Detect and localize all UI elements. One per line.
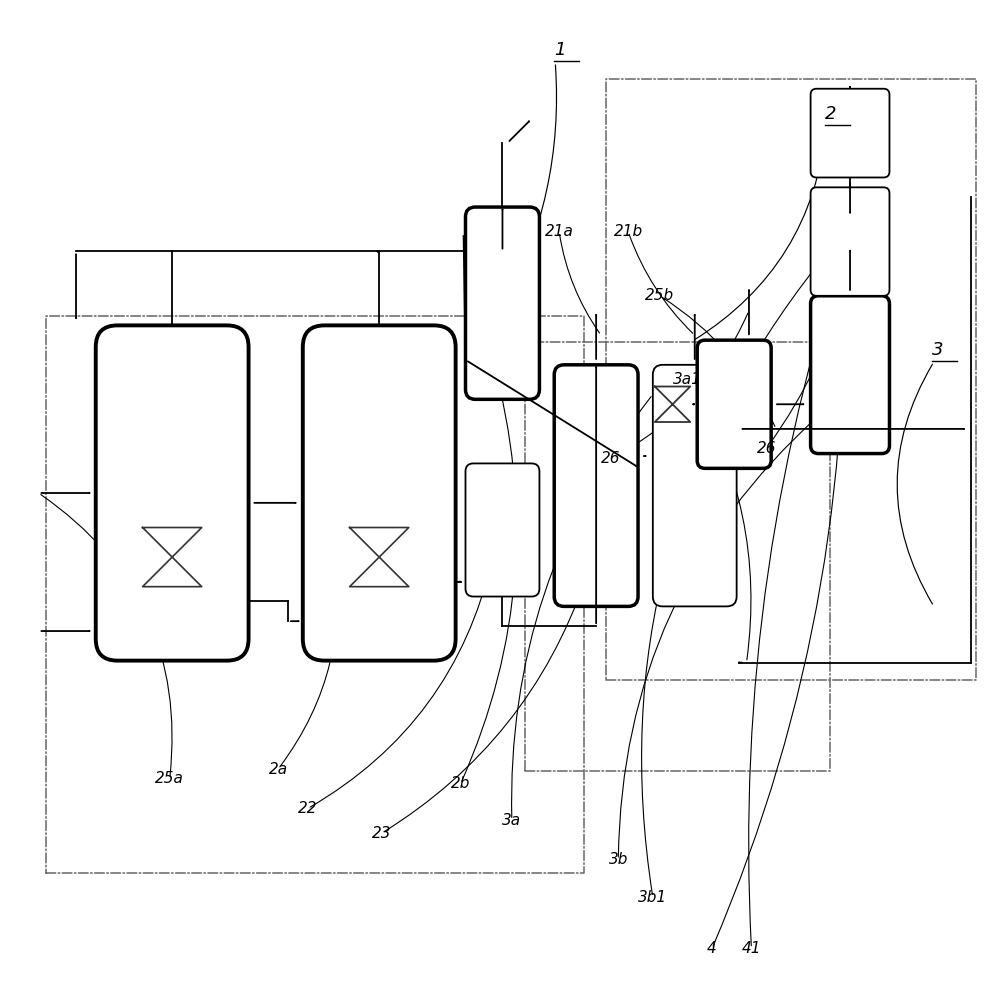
Text: 3: 3	[932, 341, 943, 359]
Text: 26: 26	[756, 441, 776, 457]
Text: 26: 26	[601, 451, 620, 466]
Text: 21a: 21a	[545, 224, 574, 240]
Text: 22: 22	[298, 801, 317, 816]
FancyBboxPatch shape	[303, 325, 456, 661]
FancyBboxPatch shape	[554, 365, 638, 606]
Text: 21b: 21b	[614, 224, 643, 240]
Text: 3a1: 3a1	[673, 372, 702, 387]
Text: 3a: 3a	[502, 812, 521, 828]
FancyBboxPatch shape	[811, 187, 889, 296]
Text: 3b: 3b	[609, 852, 628, 868]
FancyBboxPatch shape	[96, 325, 249, 661]
Text: 3b1: 3b1	[638, 889, 667, 905]
FancyBboxPatch shape	[811, 89, 889, 177]
FancyBboxPatch shape	[465, 207, 539, 399]
FancyBboxPatch shape	[811, 296, 889, 454]
FancyBboxPatch shape	[697, 340, 771, 468]
Text: 4: 4	[707, 941, 717, 956]
Text: 23: 23	[372, 825, 391, 841]
Text: 41: 41	[742, 941, 761, 956]
Text: 1: 1	[554, 41, 566, 59]
Text: 2b: 2b	[451, 776, 470, 792]
Text: 2a: 2a	[269, 761, 288, 777]
Text: 25b: 25b	[645, 288, 674, 304]
FancyBboxPatch shape	[465, 463, 539, 597]
Text: 25a: 25a	[155, 771, 184, 787]
FancyBboxPatch shape	[653, 365, 737, 606]
Text: 2: 2	[825, 106, 837, 123]
